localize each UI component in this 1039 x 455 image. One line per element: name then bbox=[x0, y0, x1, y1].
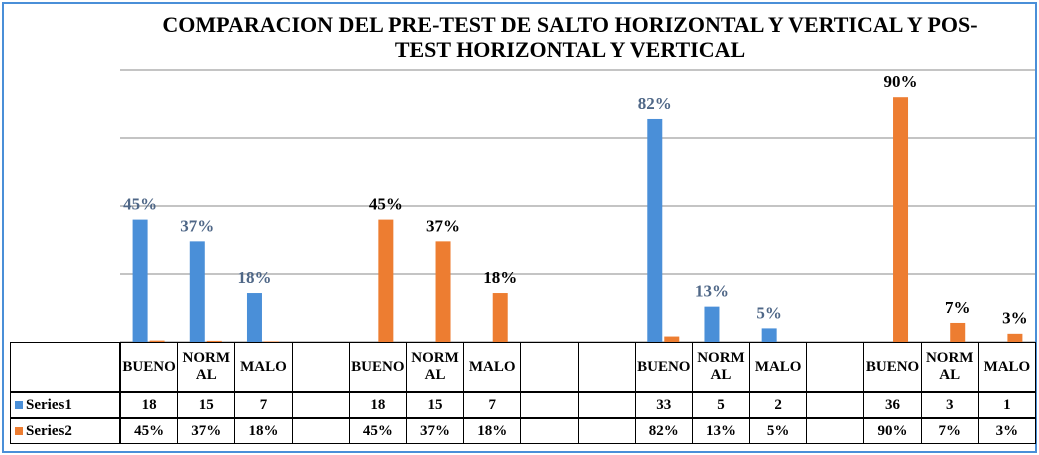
legend-label: Series2 bbox=[26, 422, 72, 439]
bar bbox=[1007, 333, 1023, 342]
table-cell: 7% bbox=[920, 418, 979, 444]
table-cell: 7 bbox=[234, 392, 293, 418]
bar bbox=[206, 340, 222, 342]
table-cell bbox=[291, 418, 350, 444]
category-label: BUENO bbox=[120, 342, 179, 392]
data-label: 18% bbox=[237, 268, 271, 287]
category-label bbox=[577, 342, 636, 392]
table-cell: 33 bbox=[634, 392, 693, 418]
bar bbox=[378, 219, 394, 342]
bar bbox=[132, 219, 148, 342]
legend-label: Series1 bbox=[26, 396, 72, 413]
table-cell: 45% bbox=[120, 418, 179, 444]
table-cell bbox=[806, 418, 865, 444]
table-cell: 37% bbox=[177, 418, 236, 444]
table-cell: 5 bbox=[691, 392, 751, 418]
legend-key bbox=[15, 401, 23, 409]
table-cell: 45% bbox=[348, 418, 407, 444]
data-label: 37% bbox=[426, 216, 460, 235]
category-label: BUENO bbox=[634, 342, 693, 392]
table-cell bbox=[291, 392, 350, 418]
category-label bbox=[806, 342, 865, 392]
bar bbox=[246, 293, 262, 342]
table-cell bbox=[520, 418, 579, 444]
bar bbox=[761, 328, 777, 342]
table-cell: 18 bbox=[120, 392, 179, 418]
data-label: 18% bbox=[483, 268, 517, 287]
table-cell: 82% bbox=[634, 418, 693, 444]
data-label: 7% bbox=[945, 298, 971, 317]
category-label: BUENO bbox=[348, 342, 407, 392]
category-label: NORMAL bbox=[691, 342, 751, 392]
category-label: MALO bbox=[977, 342, 1036, 392]
category-label: MALO bbox=[749, 342, 808, 392]
category-label: NORMAL bbox=[920, 342, 979, 392]
bar bbox=[647, 118, 663, 343]
table-cell: 7 bbox=[463, 392, 522, 418]
legend-entry: Series1 bbox=[10, 392, 120, 418]
data-label: 5% bbox=[756, 303, 782, 322]
title-box: COMPARACION DEL PRE-TEST DE SALTO HORIZO… bbox=[162, 12, 978, 62]
legend-entry: Series2 bbox=[10, 418, 120, 444]
category-label bbox=[520, 342, 579, 392]
bar bbox=[149, 340, 165, 342]
category-label: MALO bbox=[234, 342, 293, 392]
category-label: MALO bbox=[463, 342, 522, 392]
table-cell: 18% bbox=[463, 418, 522, 444]
data-label: 37% bbox=[180, 216, 214, 235]
table-cell: 3% bbox=[977, 418, 1036, 444]
bar bbox=[492, 293, 508, 342]
table-cell: 13% bbox=[691, 418, 751, 444]
category-label: NORMAL bbox=[405, 342, 465, 392]
table-cell: 90% bbox=[863, 418, 922, 444]
table-cell: 5% bbox=[749, 418, 808, 444]
legend-key bbox=[15, 427, 23, 435]
category-label bbox=[291, 342, 350, 392]
table-cell bbox=[577, 392, 636, 418]
data-label: 45% bbox=[123, 195, 157, 214]
bar bbox=[893, 97, 909, 342]
data-label: 90% bbox=[884, 72, 918, 91]
table-cell: 15 bbox=[177, 392, 236, 418]
category-label: BUENO bbox=[863, 342, 922, 392]
table-cell: 36 bbox=[863, 392, 922, 418]
table-cell: 18% bbox=[234, 418, 293, 444]
data-label: 82% bbox=[638, 94, 672, 113]
table-cell bbox=[577, 418, 636, 444]
table-corner bbox=[10, 342, 120, 392]
bar bbox=[263, 341, 279, 342]
table-cell: 18 bbox=[348, 392, 407, 418]
data-label: 45% bbox=[369, 195, 403, 214]
table-cell: 15 bbox=[405, 392, 465, 418]
bar bbox=[704, 306, 720, 342]
bar bbox=[950, 322, 966, 342]
category-label: NORMAL bbox=[177, 342, 236, 392]
bar bbox=[435, 241, 451, 342]
table-cell: 3 bbox=[920, 392, 979, 418]
table-cell: 37% bbox=[405, 418, 465, 444]
bar bbox=[664, 336, 680, 342]
table-cell: 1 bbox=[977, 392, 1036, 418]
data-label: 3% bbox=[1002, 309, 1028, 328]
table-cell bbox=[806, 392, 865, 418]
chart-title: COMPARACION DEL PRE-TEST DE SALTO HORIZO… bbox=[162, 12, 978, 62]
table-cell bbox=[520, 392, 579, 418]
bar bbox=[189, 241, 205, 342]
data-label: 13% bbox=[695, 282, 729, 301]
table-cell: 2 bbox=[749, 392, 808, 418]
